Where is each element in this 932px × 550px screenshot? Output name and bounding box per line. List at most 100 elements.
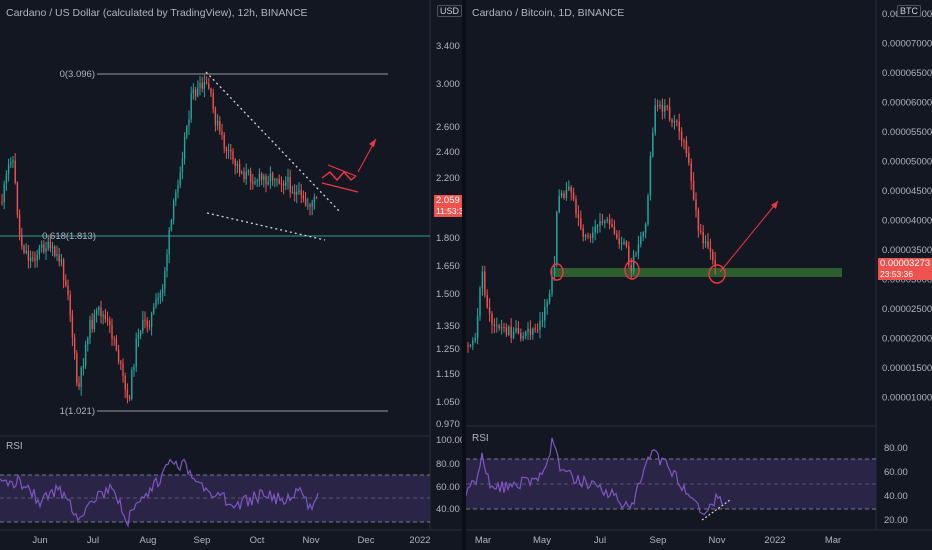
left-candle: [45, 248, 47, 252]
right-candle: [618, 238, 620, 245]
right-currency-badge[interactable]: BTC: [897, 5, 921, 17]
right-price-tick: 0.00006500: [882, 68, 932, 79]
left-candle: [172, 201, 175, 220]
right-candle: [659, 104, 661, 107]
left-candle: [190, 93, 192, 120]
left-price-tick: 2.200: [436, 173, 460, 184]
support-touch-circle-1: [550, 263, 564, 281]
left-price-tick: 2.400: [436, 147, 460, 158]
right-candle: [697, 209, 700, 231]
left-candle: [115, 338, 118, 350]
left-candle: [137, 335, 140, 339]
right-candle: [474, 337, 476, 341]
left-candle: [223, 134, 225, 148]
right-chart-pane[interactable]: 0.000075000.000070000.000065000.00006000…: [466, 0, 932, 550]
left-chart-canvas[interactable]: 3.400 3.000 2.600 2.400 2.200 1.800 1.650 1.500…: [0, 0, 462, 550]
left-currency-badge[interactable]: USD: [437, 5, 463, 17]
right-candle: [508, 326, 510, 335]
left-candle: [3, 183, 5, 203]
support-zone: [554, 268, 842, 277]
left-candle: [58, 254, 60, 262]
right-price-tick: 0.00004500: [882, 186, 932, 197]
left-candle: [100, 307, 102, 317]
left-time-tick: Jun: [32, 535, 47, 546]
wedge-upper-trendline: [205, 71, 341, 213]
left-candle: [216, 121, 219, 126]
right-candle: [560, 193, 563, 196]
right-candle: [575, 199, 577, 215]
right-candle: [635, 253, 637, 256]
left-candle: [199, 83, 201, 88]
left-candle: [142, 319, 144, 332]
left-chart-pane[interactable]: 3.400 3.000 2.600 2.400 2.200 1.800 1.650 1.500…: [0, 0, 468, 550]
left-candle: [194, 89, 197, 97]
right-candle: [599, 221, 601, 226]
right-candle: [685, 140, 688, 154]
right-candle: [594, 226, 596, 233]
pane-divider[interactable]: [462, 0, 466, 550]
right-candle: [707, 241, 709, 248]
left-candle: [271, 173, 274, 181]
left-price-tick: 1.650: [436, 261, 460, 272]
right-candle: [680, 131, 683, 141]
left-candle: [260, 173, 263, 180]
left-price-tick: 1.050: [436, 397, 460, 408]
right-rsi-tick: 40.00: [884, 491, 908, 502]
left-candle: [18, 214, 21, 235]
right-candle: [558, 195, 560, 213]
left-candle: [192, 89, 195, 94]
left-candle: [280, 183, 283, 185]
left-candle: [221, 131, 223, 135]
left-candle: [282, 183, 285, 186]
right-chart-canvas[interactable]: 0.000075000.000070000.000065000.00006000…: [466, 0, 932, 550]
wedge-lower-trendline: [206, 212, 326, 241]
right-candle: [606, 219, 608, 222]
right-last-price-badge: 0.00003273 23:53:36: [878, 258, 932, 280]
fib-level-1-label: 1(1.021): [60, 406, 95, 417]
left-candle: [247, 170, 250, 173]
left-candle: [289, 177, 291, 193]
rsi-divergence-line: [701, 499, 731, 521]
left-candle: [256, 180, 258, 182]
right-candle: [656, 105, 659, 107]
right-candle: [666, 105, 668, 107]
left-candle: [313, 197, 316, 203]
left-price-tick: 1.350: [436, 321, 460, 332]
right-candle: [522, 336, 524, 339]
left-candle: [84, 344, 87, 366]
left-candle: [296, 192, 298, 195]
left-candle: [109, 320, 111, 326]
right-candle: [692, 180, 695, 200]
fib-level-0-label: 0(3.096): [60, 69, 95, 80]
right-candle: [604, 221, 606, 223]
left-candle: [245, 172, 247, 180]
left-candle: [126, 389, 129, 398]
right-candle: [486, 294, 488, 308]
left-candle: [315, 197, 318, 199]
left-candle: [230, 149, 232, 152]
left-rsi-tick: 100.00: [436, 435, 462, 446]
left-candle: [243, 171, 245, 180]
right-candle: [640, 236, 642, 245]
left-candle: [291, 191, 294, 193]
right-candle: [632, 255, 635, 272]
right-candle: [625, 241, 628, 247]
right-candle: [709, 247, 712, 252]
left-candle: [263, 176, 265, 180]
projection-arrowhead: [771, 201, 778, 209]
right-candle: [580, 218, 582, 229]
right-chart-title: Cardano / Bitcoin, 1D, BINANCE: [472, 7, 625, 19]
right-candle: [517, 328, 520, 334]
left-candle: [21, 234, 23, 246]
right-time-tick: Mar: [475, 535, 491, 546]
right-candle: [469, 345, 472, 347]
right-rsi-line: [466, 437, 723, 516]
left-candle: [186, 126, 188, 137]
channel-upper: [327, 164, 357, 177]
right-candle: [570, 186, 572, 193]
right-candle: [479, 288, 481, 317]
right-time-tick: May: [533, 535, 551, 546]
right-candle: [503, 327, 505, 329]
left-candle: [166, 254, 168, 272]
right-candle: [673, 120, 676, 123]
